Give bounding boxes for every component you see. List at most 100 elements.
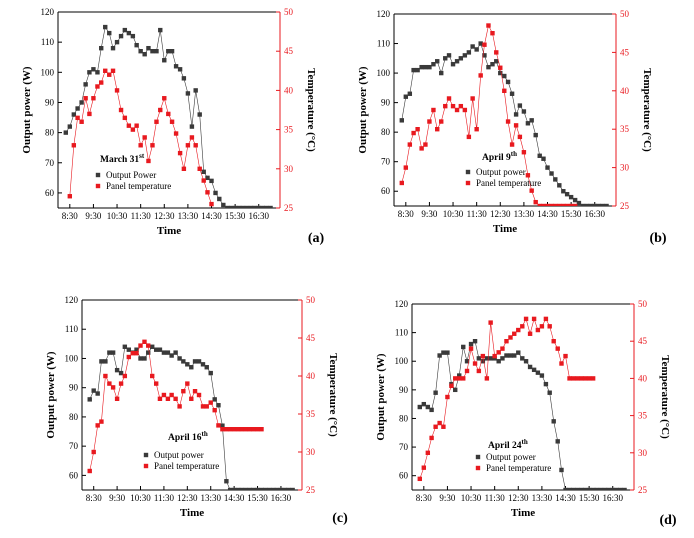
- data-point-temp: [500, 346, 505, 351]
- data-point-temp: [480, 353, 486, 359]
- data-point-power: [505, 79, 511, 85]
- data-point-temp: [107, 381, 112, 386]
- data-point-power: [527, 364, 533, 370]
- x-tick-label: 12:30: [490, 209, 511, 219]
- data-point-temp: [103, 68, 108, 73]
- data-point-power: [429, 407, 434, 413]
- date-suffix: th: [202, 430, 208, 438]
- data-point-power: [496, 359, 501, 364]
- series-power: [399, 41, 609, 206]
- data-point-power: [122, 27, 128, 33]
- data-point-temp: [445, 394, 450, 400]
- data-point-temp: [134, 351, 139, 356]
- data-point-temp: [142, 135, 147, 140]
- data-point-power: [529, 118, 534, 123]
- data-point-power: [231, 487, 237, 490]
- data-point-power: [557, 183, 562, 188]
- data-point-temp: [118, 381, 124, 386]
- data-point-power: [498, 70, 503, 76]
- y2-axis-label: Temperature (°C): [305, 68, 317, 152]
- legend-label-power: Output power: [486, 452, 536, 462]
- data-point-power: [243, 487, 249, 490]
- y-tick-label: 90: [399, 385, 409, 395]
- x-tick-label: 16:30: [271, 493, 292, 503]
- data-point-temp: [205, 190, 210, 195]
- x-tick-label: 14:30: [537, 209, 558, 219]
- data-point-temp: [87, 468, 92, 474]
- data-point-power: [441, 350, 446, 355]
- data-point-power: [580, 203, 586, 206]
- data-point-power: [134, 347, 139, 352]
- data-point-power: [454, 59, 460, 64]
- data-point-temp: [563, 353, 568, 359]
- data-point-power: [290, 487, 295, 490]
- data-point-power: [138, 49, 143, 54]
- data-point-temp: [95, 423, 100, 428]
- data-point-power: [87, 70, 92, 75]
- data-point-power: [539, 373, 545, 378]
- data-point-temp: [216, 423, 221, 428]
- y-tick-label: 80: [45, 128, 55, 138]
- data-point-power: [446, 53, 452, 58]
- data-point-power: [464, 359, 470, 364]
- series-temp: [87, 339, 264, 474]
- y2-tick-label: 35: [620, 124, 630, 134]
- data-point-temp: [107, 72, 112, 77]
- data-point-temp: [157, 396, 163, 401]
- data-point-power: [559, 467, 564, 473]
- data-point-power: [450, 62, 456, 67]
- data-point-power: [213, 190, 218, 196]
- data-point-power: [239, 487, 245, 490]
- data-point-power: [476, 356, 482, 361]
- data-point-power: [227, 487, 233, 490]
- y-tick-label: 120: [377, 9, 391, 19]
- data-point-power: [604, 203, 609, 206]
- y2-tick-label: 25: [284, 203, 294, 213]
- data-point-temp: [421, 465, 427, 470]
- data-point-power: [91, 388, 96, 393]
- y2-tick-label: 25: [620, 201, 630, 211]
- data-point-power: [75, 106, 80, 111]
- data-point-power: [512, 353, 517, 358]
- data-point-temp: [196, 392, 202, 398]
- data-point-power: [224, 479, 229, 484]
- data-point-power: [592, 203, 597, 206]
- data-point-temp: [431, 107, 436, 113]
- x-tick-label: 14:30: [555, 493, 576, 503]
- x-tick-label: 12:30: [177, 493, 198, 503]
- data-point-temp: [590, 376, 596, 381]
- data-point-power: [488, 356, 493, 361]
- data-point-temp: [134, 123, 139, 128]
- legend-marker-power: [465, 169, 471, 175]
- date-main: April 24: [488, 441, 522, 451]
- data-point-temp: [568, 203, 574, 206]
- data-point-power: [255, 487, 260, 490]
- data-point-temp: [579, 376, 584, 381]
- data-point-power: [602, 487, 608, 490]
- date-main: April 9: [482, 153, 511, 163]
- data-point-power: [472, 339, 478, 344]
- data-point-power: [458, 56, 464, 61]
- data-point-temp: [433, 424, 438, 429]
- y-tick-label: 80: [399, 413, 409, 423]
- data-point-power: [576, 200, 582, 206]
- data-point-power: [235, 487, 241, 490]
- data-point-power: [520, 356, 525, 361]
- data-point-power: [415, 67, 420, 73]
- x-tick-label: 8:30: [416, 493, 433, 503]
- data-point-power: [157, 347, 163, 352]
- data-point-temp: [189, 396, 194, 401]
- data-point-temp: [235, 427, 241, 432]
- data-point-power: [118, 33, 124, 39]
- data-point-temp: [461, 376, 466, 381]
- series-power: [417, 339, 627, 490]
- x-tick-label: 10:30: [461, 493, 482, 503]
- data-point-power: [492, 356, 497, 361]
- x-tick-label: 9:30: [109, 493, 126, 503]
- data-point-power: [553, 177, 558, 182]
- data-point-power: [122, 344, 128, 349]
- data-point-power: [196, 359, 202, 364]
- y2-tick-label: 40: [638, 373, 648, 383]
- data-point-temp: [551, 339, 556, 344]
- data-point-temp: [158, 107, 163, 113]
